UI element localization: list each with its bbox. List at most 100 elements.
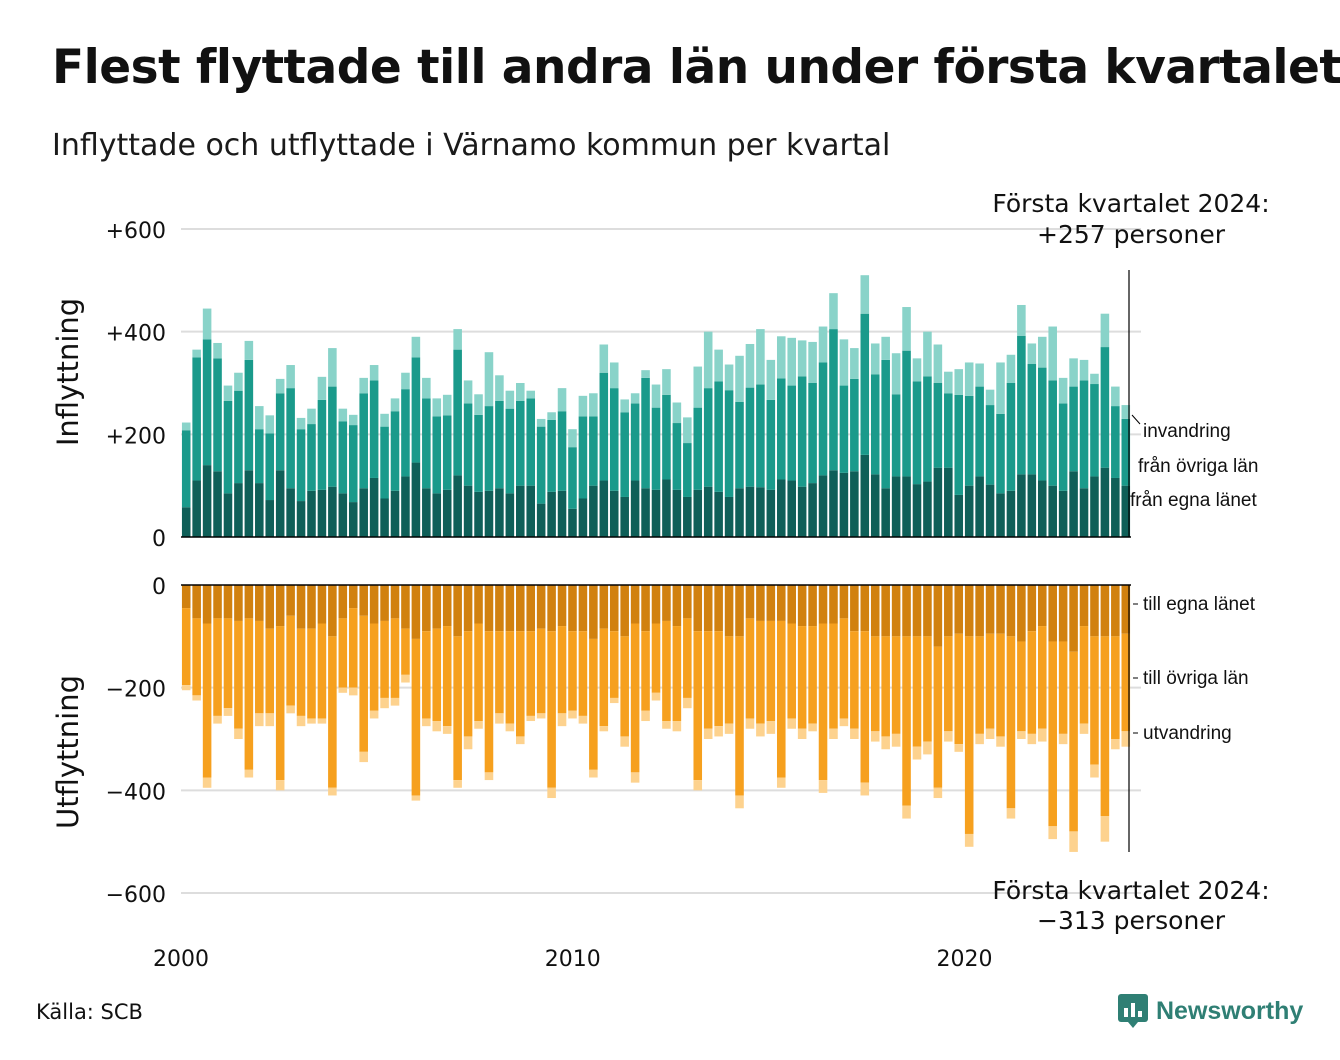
bar-in-other-counties bbox=[181, 430, 191, 508]
bar-out-emigration bbox=[348, 687, 358, 696]
bar-in-own-county bbox=[766, 489, 776, 537]
bar-out-other-counties bbox=[1058, 641, 1068, 734]
bar-in-own-county bbox=[1058, 490, 1068, 537]
bar-out-own-county bbox=[1037, 585, 1047, 627]
xtick-label: 2010 bbox=[545, 947, 601, 972]
bar-in-own-county bbox=[787, 480, 796, 537]
bar-in-other-counties bbox=[359, 393, 368, 489]
bar-in-own-county bbox=[213, 471, 222, 537]
bar-out-emigration bbox=[745, 718, 755, 729]
bar-in-immigration bbox=[1048, 326, 1057, 381]
bar-out-emigration bbox=[839, 718, 849, 727]
bar-out-own-county bbox=[463, 585, 473, 632]
bar-in-other-counties bbox=[1079, 380, 1089, 489]
bar-out-other-counties bbox=[975, 636, 984, 734]
bar-in-immigration bbox=[829, 293, 838, 330]
bar-in-own-county bbox=[912, 484, 922, 537]
bar-out-other-counties bbox=[1100, 636, 1110, 816]
bar-in-immigration bbox=[641, 370, 650, 378]
bar-out-other-counties bbox=[870, 636, 880, 732]
bar-out-emigration bbox=[401, 674, 410, 683]
bar-out-emigration bbox=[1027, 733, 1037, 745]
bar-in-own-county bbox=[672, 489, 682, 537]
bar-in-own-county bbox=[620, 496, 629, 537]
bar-out-emigration bbox=[891, 733, 901, 747]
bar-in-own-county bbox=[286, 488, 295, 537]
bar-out-emigration bbox=[850, 728, 859, 739]
bar-out-emigration bbox=[442, 726, 452, 734]
bar-out-own-county bbox=[964, 585, 974, 637]
bar-out-other-counties bbox=[286, 615, 295, 706]
bar-in-other-counties bbox=[317, 399, 327, 490]
bar-in-other-counties bbox=[964, 395, 974, 486]
bar-in-own-county bbox=[192, 480, 201, 537]
bar-in-immigration bbox=[536, 418, 546, 427]
bar-out-other-counties bbox=[1069, 651, 1078, 832]
bar-out-own-county bbox=[787, 585, 796, 624]
bar-out-other-counties bbox=[411, 638, 421, 796]
bar-out-own-county bbox=[495, 585, 504, 632]
bar-in-other-counties bbox=[1121, 418, 1131, 486]
top-annotation-line2: +257 personer bbox=[1037, 220, 1226, 249]
bar-out-other-counties bbox=[526, 631, 536, 716]
bar-out-emigration bbox=[181, 685, 191, 691]
bar-in-own-county bbox=[275, 470, 285, 537]
bottom-ytick-label: −600 bbox=[106, 883, 166, 908]
bar-in-own-county bbox=[1121, 485, 1131, 537]
bar-in-immigration bbox=[338, 408, 348, 422]
bar-out-other-counties bbox=[944, 636, 953, 732]
bar-out-own-county bbox=[286, 585, 295, 616]
bar-in-own-county bbox=[359, 488, 368, 537]
bar-out-other-counties bbox=[641, 631, 650, 711]
bar-out-own-county bbox=[829, 585, 838, 624]
bar-out-emigration bbox=[1048, 826, 1057, 840]
bar-in-other-counties bbox=[672, 423, 682, 490]
bar-out-other-counties bbox=[672, 626, 682, 722]
bottom-ylabel: Utflyttning bbox=[51, 675, 85, 829]
bar-out-own-county bbox=[996, 585, 1005, 634]
bar-out-own-county bbox=[536, 585, 546, 629]
source-note: Källa: SCB bbox=[36, 1000, 143, 1024]
bar-out-emigration bbox=[881, 736, 890, 750]
bar-out-own-county bbox=[255, 585, 264, 621]
bar-out-emigration bbox=[484, 772, 494, 781]
bar-out-emigration bbox=[265, 713, 275, 727]
bar-out-other-counties bbox=[484, 631, 494, 773]
bar-in-other-counties bbox=[985, 405, 995, 485]
bottom-ytick-label: −400 bbox=[106, 780, 166, 805]
bar-out-other-counties bbox=[1027, 631, 1037, 734]
bar-out-own-county bbox=[902, 585, 911, 637]
bar-out-emigration bbox=[912, 746, 922, 760]
bar-out-other-counties bbox=[620, 636, 629, 737]
bar-in-immigration bbox=[453, 329, 462, 350]
bar-out-other-counties bbox=[954, 633, 964, 745]
bar-out-own-county bbox=[1100, 585, 1110, 637]
bar-in-immigration bbox=[380, 413, 389, 427]
top-series-label: invandring bbox=[1143, 421, 1231, 442]
bar-in-own-county bbox=[338, 493, 348, 537]
bar-in-other-counties bbox=[328, 386, 337, 487]
bar-out-other-counties bbox=[933, 646, 943, 788]
bar-out-emigration bbox=[766, 721, 776, 734]
bar-out-other-counties bbox=[745, 618, 755, 719]
bar-out-other-counties bbox=[181, 608, 191, 686]
bar-out-own-county bbox=[317, 585, 327, 624]
bar-in-other-counties bbox=[234, 390, 243, 484]
bar-in-own-county bbox=[609, 490, 619, 537]
bar-out-emigration bbox=[964, 833, 974, 847]
bar-in-own-county bbox=[630, 480, 640, 537]
bar-in-own-county bbox=[985, 484, 995, 537]
bar-out-own-county bbox=[359, 585, 368, 616]
bar-in-own-county bbox=[401, 476, 410, 537]
bar-out-other-counties bbox=[860, 631, 870, 783]
bar-out-emigration bbox=[223, 708, 233, 716]
bar-in-own-county bbox=[547, 491, 556, 537]
bar-in-other-counties bbox=[923, 376, 932, 482]
bar-in-other-counties bbox=[338, 421, 348, 494]
bar-out-other-counties bbox=[850, 631, 859, 729]
bottom-ytick-label: −200 bbox=[106, 678, 166, 703]
bar-out-own-county bbox=[589, 585, 598, 639]
bar-out-emigration bbox=[296, 715, 306, 727]
bar-out-emigration bbox=[724, 723, 734, 734]
bar-in-own-county bbox=[735, 488, 744, 537]
